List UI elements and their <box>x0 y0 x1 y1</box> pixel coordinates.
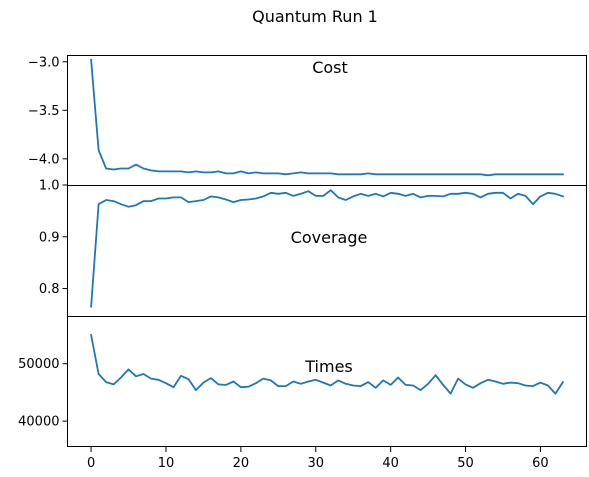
coverage-y-tick-label: 1.0 <box>39 179 60 194</box>
times-series-line <box>90 333 565 395</box>
times-y-tick-label: 40000 <box>18 415 59 430</box>
times-x-tick-label: 20 <box>233 456 250 471</box>
times-x-ticks: 0 10 20 30 40 50 60 <box>87 447 549 471</box>
coverage-y-tick-label: 0.9 <box>39 230 60 245</box>
times-x-tick-label: 60 <box>532 456 549 471</box>
times-x-tick-label: 0 <box>87 456 95 471</box>
cost-y-tick-label: −3.5 <box>28 104 60 119</box>
coverage-y-ticks: 1.0 0.9 0.8 <box>39 179 68 297</box>
times-title: Times <box>304 357 353 376</box>
times-y-tick-label: 50000 <box>18 357 59 372</box>
cost-title: Cost <box>312 58 348 77</box>
times-y-ticks: 50000 40000 <box>18 357 68 430</box>
times-plot-area <box>90 333 565 395</box>
times-panel: 50000 40000 0 10 20 30 40 50 60 Times <box>18 316 587 471</box>
coverage-title: Coverage <box>291 228 368 247</box>
cost-panel: −3.0 −3.5 −4.0 Cost <box>28 55 587 185</box>
coverage-panel: 1.0 0.9 0.8 Coverage <box>39 179 587 316</box>
coverage-plot-area <box>90 189 565 308</box>
times-x-tick-label: 30 <box>307 456 324 471</box>
figure-suptitle: Quantum Run 1 <box>252 7 378 26</box>
cost-y-ticks: −3.0 −3.5 −4.0 <box>28 55 68 167</box>
times-x-tick-label: 40 <box>382 456 399 471</box>
cost-series-line <box>90 58 564 177</box>
cost-y-tick-label: −3.0 <box>28 55 60 70</box>
coverage-series-line <box>90 189 565 308</box>
times-x-tick-label: 50 <box>457 456 474 471</box>
coverage-y-tick-label: 0.8 <box>39 282 60 297</box>
times-x-tick-label: 10 <box>158 456 175 471</box>
cost-plot-area <box>90 58 564 177</box>
cost-y-tick-label: −4.0 <box>28 152 60 167</box>
